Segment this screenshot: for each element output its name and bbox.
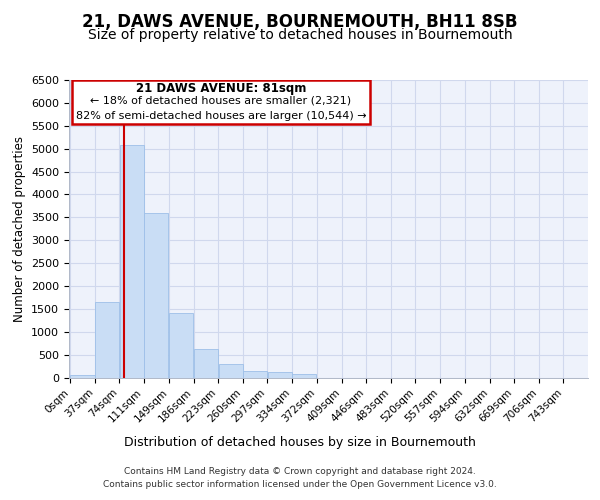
Text: 21, DAWS AVENUE, BOURNEMOUTH, BH11 8SB: 21, DAWS AVENUE, BOURNEMOUTH, BH11 8SB <box>82 12 518 30</box>
Bar <box>71 80 370 124</box>
Bar <box>95 302 119 378</box>
Bar <box>292 374 316 378</box>
Text: 21 DAWS AVENUE: 81sqm: 21 DAWS AVENUE: 81sqm <box>136 82 306 96</box>
Bar <box>218 364 242 378</box>
Bar <box>119 145 143 378</box>
Text: Size of property relative to detached houses in Bournemouth: Size of property relative to detached ho… <box>88 28 512 42</box>
Bar <box>70 375 95 378</box>
Text: ← 18% of detached houses are smaller (2,321): ← 18% of detached houses are smaller (2,… <box>91 95 352 105</box>
Text: Distribution of detached houses by size in Bournemouth: Distribution of detached houses by size … <box>124 436 476 449</box>
Text: Contains public sector information licensed under the Open Government Licence v3: Contains public sector information licen… <box>103 480 497 489</box>
Bar <box>243 370 267 378</box>
Y-axis label: Number of detached properties: Number of detached properties <box>13 136 26 322</box>
Bar <box>144 212 168 378</box>
Bar <box>169 312 193 378</box>
Text: Contains HM Land Registry data © Crown copyright and database right 2024.: Contains HM Land Registry data © Crown c… <box>124 467 476 476</box>
Bar <box>194 349 218 378</box>
Bar <box>268 372 292 378</box>
Text: 82% of semi-detached houses are larger (10,544) →: 82% of semi-detached houses are larger (… <box>76 112 366 122</box>
